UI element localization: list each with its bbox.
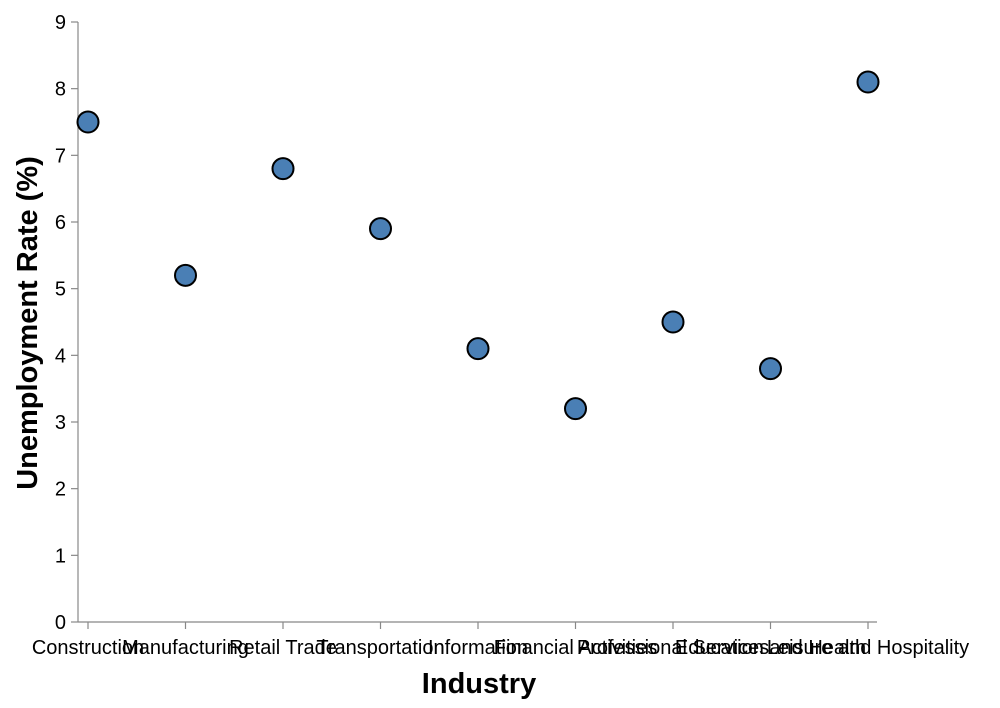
y-tick-label: 2: [55, 479, 66, 501]
data-point: [856, 70, 880, 94]
x-axis-title: Industry: [422, 668, 536, 700]
x-tick-label: Financial Activities: [494, 637, 657, 659]
x-tick-label: Construction: [32, 637, 144, 659]
y-tick-label: 4: [55, 345, 66, 367]
data-point: [76, 110, 100, 134]
y-tick-label: 6: [55, 212, 66, 234]
data-point: [564, 397, 587, 421]
y-tick-label: 5: [55, 279, 66, 301]
y-tick-label: 1: [55, 545, 66, 567]
y-tick-label: 8: [55, 79, 66, 101]
y-axis-title: Unemployment Rate (%): [12, 156, 44, 490]
data-point: [174, 263, 197, 287]
x-tick-label: Information: [428, 637, 528, 659]
data-point: [369, 217, 392, 241]
x-tick-label: Education and Health: [675, 637, 866, 659]
y-tick-label: 0: [55, 612, 66, 634]
data-point: [661, 310, 685, 334]
x-tick-label: Professional Services: [577, 637, 769, 659]
data-points: [76, 70, 880, 421]
data-point: [759, 357, 782, 381]
x-tick-label: Transportation: [316, 637, 444, 659]
x-tick-label: Retail Trade: [229, 637, 337, 659]
y-tick-label: 7: [55, 145, 66, 167]
y-axis: 0 1 2 3 4 5 6 7 8 9: [55, 12, 79, 634]
data-point: [466, 337, 490, 361]
y-tick-label: 9: [55, 12, 66, 34]
x-tick-label: Leisure and Hospitality: [767, 637, 969, 659]
x-tick-label: Manufacturing: [122, 637, 249, 659]
y-tick-label: 3: [55, 412, 66, 434]
data-point: [271, 157, 295, 181]
